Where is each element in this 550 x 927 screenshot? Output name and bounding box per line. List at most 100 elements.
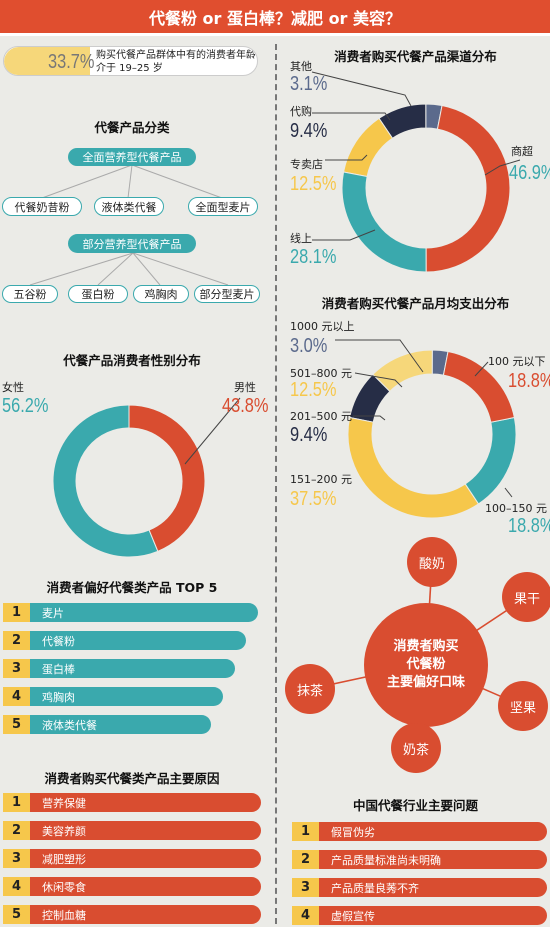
spend-slice-0 — [442, 350, 515, 423]
reasons-title: 消费者购买代餐类产品主要原因 — [44, 771, 220, 786]
stat-value: 33.7% — [48, 51, 95, 73]
preferences-title: 消费者偏好代餐类产品 TOP 5 — [46, 580, 218, 595]
flavor-center-line: 消费者购买 — [393, 639, 459, 654]
issue-rank-badge: 2 — [292, 850, 319, 869]
gender-chart-title: 代餐产品消费者性别分布 — [63, 353, 201, 368]
spend-label-1000plus: 1000 元以上 — [290, 320, 355, 333]
spend-slice-4 — [372, 349, 433, 393]
issue-bar-row: 1 假冒伪劣 — [292, 822, 547, 841]
category-full-item: 代餐奶昔粉 — [2, 197, 82, 216]
preference-bar-label: 麦片 — [42, 606, 64, 620]
preference-rank-badge: 4 — [3, 687, 30, 706]
reason-rank-badge: 1 — [3, 793, 30, 812]
male-label: 男性 — [234, 381, 256, 394]
category-partial-label: 部分营养型代餐产品 — [68, 234, 196, 253]
stat-text: 购买代餐产品群体中有的消费者年龄介于 19–25 岁 — [96, 50, 256, 74]
categories-tree-lines — [29, 164, 229, 286]
issue-bar-label: 假冒伪劣 — [331, 825, 375, 839]
spend-label-under100: 100 元以下 — [488, 355, 546, 368]
flavor-nuts: 坚果 — [498, 681, 548, 731]
flavor-center-line: 代餐粉 — [406, 657, 446, 672]
reason-rank-badge: 5 — [3, 905, 30, 924]
reason-bar-row: 1 营养保健 — [3, 793, 261, 812]
preference-bar-row: 1 麦片 — [3, 603, 258, 622]
channel-slice-2 — [342, 117, 394, 178]
preference-bar-row: 2 代餐粉 — [3, 631, 247, 650]
channel-slice-3 — [378, 103, 427, 139]
issues-title: 中国代餐行业主要问题 — [352, 798, 478, 813]
reason-bar-label: 美容养颜 — [42, 824, 86, 838]
spend-value-151-200: 37.5% — [290, 488, 337, 510]
column-divider — [275, 44, 277, 924]
preference-rank-badge: 2 — [3, 631, 30, 650]
category-full-item: 液体类代餐 — [94, 197, 164, 216]
issue-bar-label: 虚假宣传 — [331, 909, 375, 923]
spend-value-100-150: 18.8% — [508, 515, 550, 537]
channel-label-other: 其他 — [290, 60, 312, 73]
spending-chart-title: 消费者购买代餐产品月均支出分布 — [321, 296, 510, 311]
flavor-center: 消费者购买 代餐粉 主要偏好口味 — [364, 603, 488, 727]
reason-bar-label: 减肥塑形 — [42, 852, 86, 866]
channel-value-store: 12.5% — [290, 173, 337, 195]
reason-bar-row: 5 控制血糖 — [3, 905, 261, 924]
flavor-yogurt: 酸奶 — [407, 537, 457, 587]
spend-value-1000plus: 3.0% — [290, 335, 328, 357]
issue-rank-badge: 4 — [292, 906, 319, 925]
page-title-bar: 代餐粉 or 蛋白棒？减肥 or 美容？ — [0, 0, 550, 36]
reason-bar-label: 休闲零食 — [42, 880, 86, 894]
reason-bar-label: 营养保健 — [42, 796, 86, 810]
reason-bar-row: 2 美容养颜 — [3, 821, 261, 840]
channel-label-online: 线上 — [290, 232, 312, 245]
gender-donut-chart — [52, 397, 241, 558]
flavor-dried-fruit: 果干 — [502, 572, 550, 622]
preference-bar-row: 3 蛋白棒 — [3, 659, 235, 678]
channel-value-supermarket: 46.9% — [509, 162, 550, 184]
preference-bar-label: 鸡胸肉 — [42, 690, 75, 704]
reason-rank-badge: 3 — [3, 849, 30, 868]
category-partial-item: 鸡胸肉 — [133, 285, 189, 303]
issue-rank-badge: 3 — [292, 878, 319, 897]
spend-value-501-800: 12.5% — [290, 379, 337, 401]
spend-label-201-500: 201–500 元 — [290, 410, 352, 423]
channel-label-store: 专卖店 — [290, 158, 323, 171]
flavor-center-line: 主要偏好口味 — [386, 675, 465, 690]
preference-bar-label: 液体类代餐 — [42, 718, 97, 732]
reason-bar-row: 3 减肥塑形 — [3, 849, 261, 868]
age-stat: 33.7% 购买代餐产品群体中有的消费者年龄介于 19–25 岁 — [3, 46, 258, 76]
spend-value-under100: 18.8% — [508, 370, 550, 392]
issue-rank-badge: 1 — [292, 822, 319, 841]
female-value: 56.2% — [2, 395, 49, 417]
channel-donut-chart — [311, 71, 521, 273]
preference-bar-label: 代餐粉 — [42, 634, 75, 648]
female-label: 女性 — [2, 381, 24, 394]
preference-bar-label: 蛋白棒 — [42, 662, 75, 676]
stat-highlight — [4, 47, 90, 75]
issue-bar-row: 2 产品质量标准尚未明确 — [292, 850, 547, 869]
issue-bar-row: 3 产品质量良莠不齐 — [292, 878, 547, 897]
channel-value-other: 3.1% — [290, 73, 328, 95]
channel-chart-title: 消费者购买代餐产品渠道分布 — [334, 49, 497, 64]
channel-label-daigou: 代购 — [290, 105, 312, 118]
preference-rank-badge: 1 — [3, 603, 30, 622]
reason-rank-badge: 2 — [3, 821, 30, 840]
preference-rank-badge: 5 — [3, 715, 30, 734]
reason-bar-label: 控制血糖 — [42, 908, 86, 922]
channel-slice-0 — [425, 104, 511, 273]
category-full-label: 全面营养型代餐产品 — [68, 148, 196, 166]
channel-slice-1 — [341, 171, 427, 273]
spend-label-501-800: 501–800 元 — [290, 367, 352, 380]
category-partial-item: 蛋白粉 — [68, 285, 128, 303]
category-full-item: 全面型麦片 — [188, 197, 258, 216]
issue-bar-row: 4 虚假宣传 — [292, 906, 547, 925]
reason-bar-row: 4 休闲零食 — [3, 877, 261, 896]
channel-value-online: 28.1% — [290, 246, 337, 268]
gender-slice-0 — [128, 404, 206, 552]
male-value: 43.8% — [222, 395, 269, 417]
preference-bar-row: 5 液体类代餐 — [3, 715, 211, 734]
preference-bar-row: 4 鸡胸肉 — [3, 687, 223, 706]
flavor-matcha: 抹茶 — [285, 664, 335, 714]
category-partial-item: 五谷粉 — [2, 285, 58, 303]
category-partial-item: 部分型麦片 — [194, 285, 260, 303]
channel-label-supermarket: 商超 — [511, 145, 533, 158]
spend-slice-2 — [347, 416, 480, 519]
